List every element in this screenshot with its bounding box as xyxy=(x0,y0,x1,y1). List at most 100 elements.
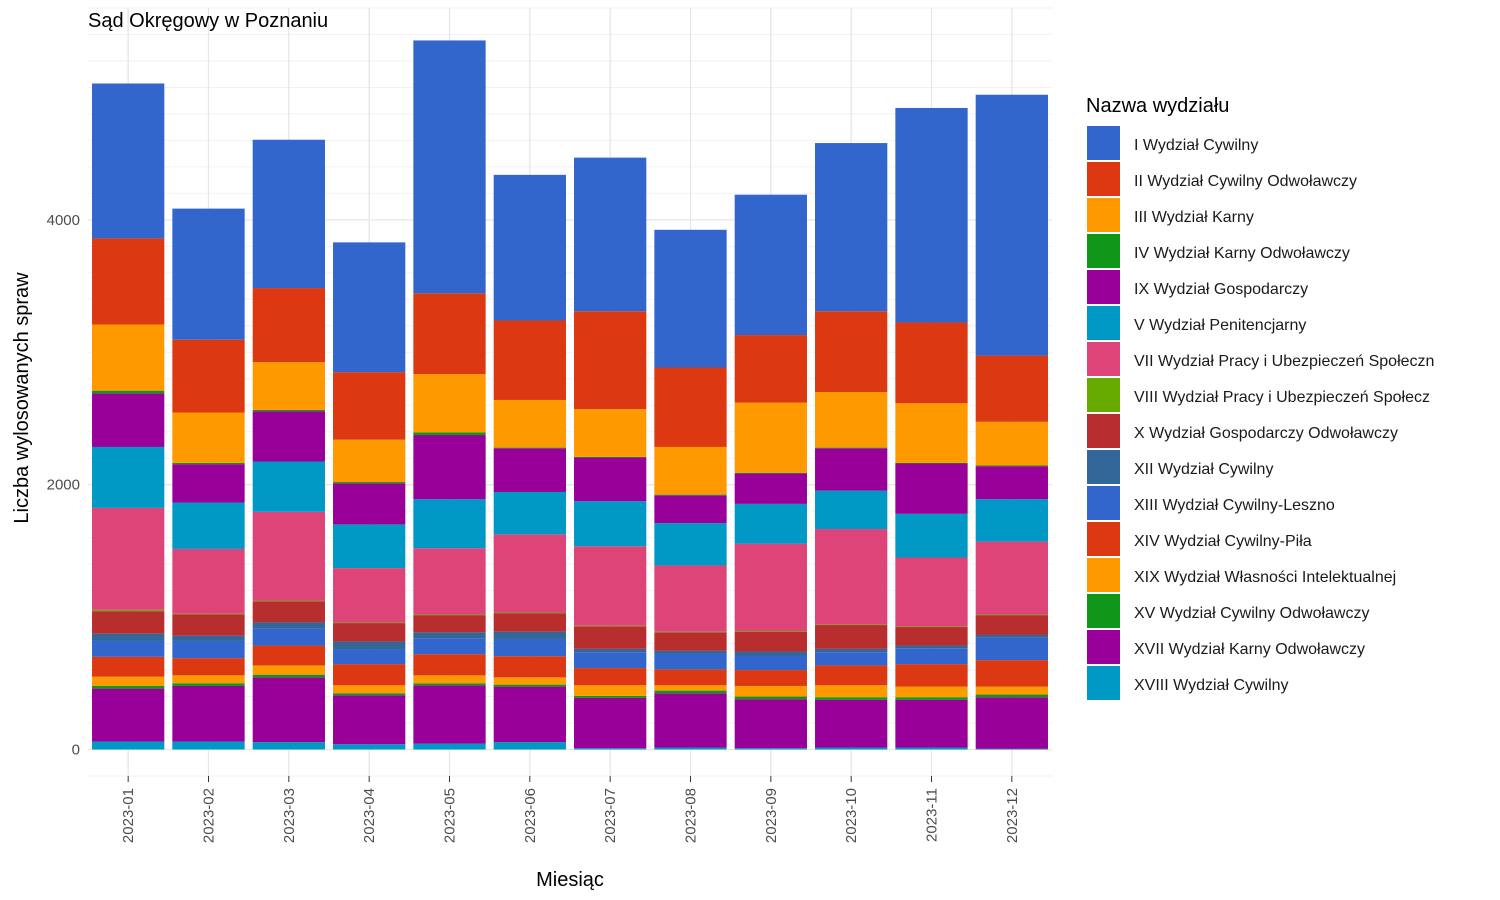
bar-segment xyxy=(413,654,486,676)
bar-segment xyxy=(654,747,727,750)
bar-segment xyxy=(574,668,647,686)
bar-segment xyxy=(172,658,245,676)
bar-segment xyxy=(975,748,1048,750)
bar-segment xyxy=(975,614,1048,616)
bar-segment xyxy=(92,238,165,325)
bar-segment xyxy=(895,557,968,627)
bar-segment xyxy=(252,600,325,602)
bar-segment xyxy=(815,699,888,748)
bar-segment xyxy=(654,367,727,447)
y-axis-title: Liczba wylosowanych spraw xyxy=(11,272,33,524)
bar-segment xyxy=(172,548,245,614)
bar-segment xyxy=(654,446,727,495)
bar-segment xyxy=(493,447,566,449)
legend-label: II Wydział Cywilny Odwoławczy xyxy=(1134,173,1357,190)
legend-key xyxy=(1087,342,1120,376)
bar-segment xyxy=(413,685,486,744)
bar-segment xyxy=(895,463,968,514)
bar-segment xyxy=(895,648,968,665)
legend-label: XIV Wydział Cywilny-Piła xyxy=(1134,533,1312,550)
bar-segment xyxy=(815,652,888,666)
bar-segment xyxy=(654,650,727,654)
bar-segment xyxy=(734,696,807,700)
bar-segment xyxy=(92,507,165,610)
bar-segment xyxy=(895,664,968,687)
bar-segment xyxy=(975,686,1048,695)
bar-segment xyxy=(734,699,807,749)
legend-label: XVII Wydział Karny Odwoławczy xyxy=(1134,641,1365,658)
legend-label: IV Wydział Karny Odwoławczy xyxy=(1134,245,1350,262)
legend-key xyxy=(1087,666,1120,700)
bar-segment xyxy=(574,626,647,649)
bar-segment xyxy=(252,288,325,363)
bar-segment xyxy=(895,645,968,649)
bar-segment xyxy=(574,501,647,547)
legend-key xyxy=(1087,306,1120,340)
bar-segment xyxy=(654,495,727,524)
legend-label: XIX Wydział Własności Intelektualnej xyxy=(1134,569,1396,586)
bar-segment xyxy=(333,641,406,650)
bar-segment xyxy=(333,439,406,483)
bar-segment xyxy=(413,615,486,633)
bar-segment xyxy=(975,421,1048,466)
bar-segment xyxy=(895,626,968,628)
y-tick-label: 0 xyxy=(72,742,80,759)
bar-segment xyxy=(252,461,325,512)
bar-segment xyxy=(654,693,727,748)
bar-segment xyxy=(734,473,807,504)
bar-segment xyxy=(333,649,406,665)
bar-segment xyxy=(493,631,566,639)
bar-segment xyxy=(734,335,807,403)
bar-segment xyxy=(734,631,807,632)
bar-segment xyxy=(815,448,888,491)
bar-segment xyxy=(654,690,727,694)
bar-segment xyxy=(92,324,165,391)
legend-label: X Wydział Gospodarczy Odwoławczy xyxy=(1134,425,1398,442)
bar-segment xyxy=(975,634,1048,638)
bar-segment xyxy=(92,609,165,612)
bar-segment xyxy=(413,435,486,500)
bar-segment xyxy=(252,645,325,666)
bar-segment xyxy=(815,685,888,698)
bar-segment xyxy=(333,372,406,440)
bar-segment xyxy=(172,412,245,463)
legend-key xyxy=(1087,234,1120,268)
bar-segment xyxy=(413,293,486,375)
bar-segment xyxy=(172,464,245,503)
bar-segment xyxy=(172,683,245,686)
bar-segment xyxy=(413,683,486,686)
bar-segment xyxy=(413,614,486,616)
bar-segment xyxy=(172,614,245,636)
x-tick-label: 2023-11 xyxy=(924,788,941,842)
x-tick-label: 2023-03 xyxy=(281,788,298,843)
legend-label: XII Wydział Cywilny xyxy=(1134,461,1273,478)
bar-segment xyxy=(92,633,165,641)
legend-label: V Wydział Penitencjarny xyxy=(1134,317,1306,334)
bar-segment xyxy=(654,669,727,686)
bar-segment xyxy=(815,447,888,449)
bar-segment xyxy=(92,741,165,750)
bar-segment xyxy=(172,339,245,413)
bar-segment xyxy=(413,499,486,549)
legend-key xyxy=(1087,270,1120,304)
bar-segment xyxy=(172,741,245,750)
bar-segment xyxy=(654,523,727,566)
x-tick-label: 2023-07 xyxy=(602,788,619,843)
bar-segment xyxy=(333,483,406,525)
bar-segment xyxy=(493,684,566,687)
legend-label: III Wydział Karny xyxy=(1134,209,1254,226)
bar-segment xyxy=(333,623,406,642)
legend-key xyxy=(1087,414,1120,448)
bar-segment xyxy=(493,656,566,678)
bar-segment xyxy=(975,615,1048,635)
bar-segment xyxy=(895,403,968,463)
bar-segment xyxy=(252,139,325,289)
bar-segment xyxy=(493,613,566,632)
bar-segment xyxy=(975,660,1048,687)
bar-segment xyxy=(92,393,165,447)
bar-segment xyxy=(975,466,1048,500)
bar-segment xyxy=(493,677,566,685)
bar-segment xyxy=(172,675,245,684)
x-tick-label: 2023-12 xyxy=(1004,788,1021,843)
bar-segment xyxy=(734,472,807,474)
